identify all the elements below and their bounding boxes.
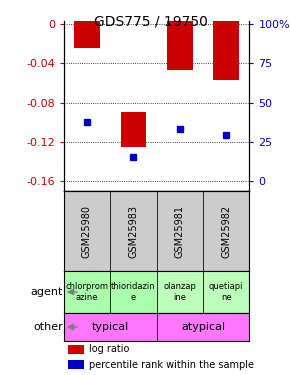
- Text: olanzap
ine: olanzap ine: [163, 282, 196, 302]
- Text: atypical: atypical: [181, 322, 225, 332]
- Bar: [157, 271, 203, 314]
- Bar: [64, 271, 110, 314]
- Bar: [110, 271, 157, 314]
- Text: GDS775 / 19750: GDS775 / 19750: [94, 14, 208, 28]
- Text: log ratio: log ratio: [89, 344, 129, 354]
- Bar: [203, 271, 249, 314]
- Bar: [213, 0, 239, 80]
- Bar: [64, 314, 157, 341]
- Text: other: other: [33, 322, 63, 332]
- Bar: [167, 0, 193, 70]
- Bar: [203, 191, 249, 271]
- Text: quetiapi
ne: quetiapi ne: [209, 282, 243, 302]
- Text: GSM25983: GSM25983: [128, 204, 138, 258]
- Text: GSM25981: GSM25981: [175, 204, 185, 258]
- Bar: [157, 191, 203, 271]
- Text: agent: agent: [30, 287, 63, 297]
- Bar: [68, 345, 84, 354]
- Text: typical: typical: [92, 322, 129, 332]
- Text: GSM25980: GSM25980: [82, 204, 92, 258]
- Bar: [121, 112, 146, 147]
- Text: percentile rank within the sample: percentile rank within the sample: [89, 360, 254, 369]
- Bar: [74, 0, 100, 48]
- Text: thioridazin
e: thioridazin e: [111, 282, 156, 302]
- Bar: [68, 360, 84, 369]
- Text: GSM25982: GSM25982: [221, 204, 231, 258]
- Bar: [110, 191, 157, 271]
- Text: chlorprom
azine: chlorprom azine: [66, 282, 108, 302]
- Bar: [64, 191, 110, 271]
- Bar: [157, 314, 249, 341]
